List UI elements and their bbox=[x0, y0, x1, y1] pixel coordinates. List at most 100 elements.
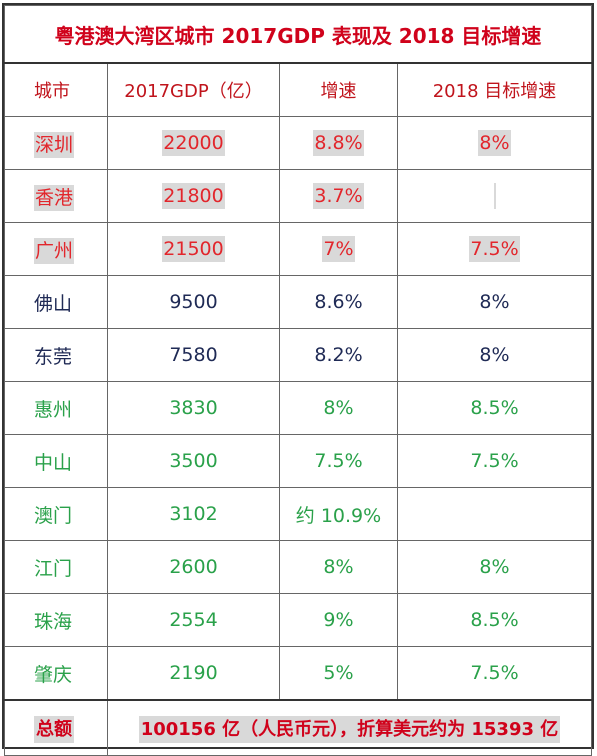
table-row: 深圳 22000 8.8% 8% bbox=[4, 116, 592, 170]
target-cell-text bbox=[493, 183, 496, 209]
city-cell: 香港 bbox=[4, 169, 108, 223]
target-cell: 7.5% bbox=[397, 434, 592, 488]
city-cell: 肇庆 bbox=[4, 646, 108, 701]
growth-cell-text: 8.8% bbox=[313, 130, 364, 156]
growth-cell-text: 8% bbox=[323, 556, 354, 578]
table-row: 珠海 2554 9% 8.5% bbox=[4, 593, 592, 647]
growth-cell: 7.5% bbox=[279, 434, 398, 488]
table-row: 东莞 7580 8.2% 8% bbox=[4, 328, 592, 382]
city-cell-text: 东莞 bbox=[34, 345, 73, 368]
city-cell-text: 江门 bbox=[34, 557, 73, 580]
gdp-cell: 3500 bbox=[107, 434, 280, 488]
city-cell: 珠海 bbox=[4, 593, 108, 647]
header-target: 2018 目标增速 bbox=[397, 62, 592, 117]
target-cell bbox=[397, 487, 592, 541]
target-cell: 8% bbox=[397, 540, 592, 594]
growth-cell-text: 3.7% bbox=[313, 183, 364, 209]
gdp-cell: 2554 bbox=[107, 593, 280, 647]
target-cell-text: 7.5% bbox=[470, 662, 519, 684]
header-growth: 增速 bbox=[279, 62, 398, 117]
header-gdp: 2017GDP（亿） bbox=[107, 62, 280, 117]
gdp-cell: 21800 bbox=[107, 169, 280, 223]
title-row: 粤港澳大湾区城市 2017GDP 表现及 2018 目标增速 bbox=[4, 5, 592, 64]
growth-cell-text: 9% bbox=[323, 609, 354, 631]
gdp-table: 粤港澳大湾区城市 2017GDP 表现及 2018 目标增速 城市 2017GD… bbox=[4, 5, 592, 756]
city-cell: 东莞 bbox=[4, 328, 108, 382]
growth-cell: 7% bbox=[279, 222, 398, 276]
city-cell-text: 中山 bbox=[34, 451, 73, 474]
gdp-cell-text: 2600 bbox=[169, 556, 218, 578]
total-label: 总额 bbox=[34, 716, 74, 743]
growth-cell: 9% bbox=[279, 593, 398, 647]
growth-cell: 8% bbox=[279, 381, 398, 435]
table-row: 广州 21500 7% 7.5% bbox=[4, 222, 592, 276]
target-cell-text: 7.5% bbox=[469, 236, 520, 262]
gdp-cell: 7580 bbox=[107, 328, 280, 382]
target-cell-text: 8% bbox=[478, 130, 511, 156]
growth-cell-text: 7.5% bbox=[314, 450, 363, 472]
gdp-cell: 21500 bbox=[107, 222, 280, 276]
gdp-cell-text: 22000 bbox=[162, 130, 225, 156]
gdp-cell-text: 21500 bbox=[162, 236, 225, 262]
table-row: 澳门 3102 约 10.9% bbox=[4, 487, 592, 541]
city-cell: 中山 bbox=[4, 434, 108, 488]
city-cell-text: 广州 bbox=[34, 237, 75, 264]
table-row: 江门 2600 8% 8% bbox=[4, 540, 592, 594]
growth-cell-text: 8% bbox=[323, 397, 354, 419]
city-cell: 惠州 bbox=[4, 381, 108, 435]
gdp-cell-text: 21800 bbox=[162, 183, 225, 209]
target-cell: 8% bbox=[397, 275, 592, 329]
gdp-table-container: 粤港澳大湾区城市 2017GDP 表现及 2018 目标增速 城市 2017GD… bbox=[2, 3, 594, 756]
growth-cell: 约 10.9% bbox=[279, 487, 398, 541]
target-cell: 8% bbox=[397, 328, 592, 382]
gdp-cell: 3102 bbox=[107, 487, 280, 541]
gdp-cell: 3830 bbox=[107, 381, 280, 435]
target-cell: 8.5% bbox=[397, 381, 592, 435]
target-cell-text: 8% bbox=[479, 344, 510, 366]
city-cell-text: 深圳 bbox=[34, 131, 75, 158]
gdp-cell-text: 7580 bbox=[169, 344, 218, 366]
city-cell-text: 澳门 bbox=[34, 504, 73, 527]
growth-cell-text: 8.2% bbox=[314, 344, 363, 366]
gdp-cell: 22000 bbox=[107, 116, 280, 170]
growth-cell: 8.2% bbox=[279, 328, 398, 382]
gdp-cell: 9500 bbox=[107, 275, 280, 329]
growth-cell: 8.8% bbox=[279, 116, 398, 170]
city-cell: 江门 bbox=[4, 540, 108, 594]
target-cell: 7.5% bbox=[397, 646, 592, 701]
table-title: 粤港澳大湾区城市 2017GDP 表现及 2018 目标增速 bbox=[4, 5, 592, 64]
city-cell-text: 佛山 bbox=[34, 292, 73, 315]
target-cell-text: 8% bbox=[479, 556, 510, 578]
city-cell-text: 香港 bbox=[34, 184, 75, 211]
growth-cell-text: 8.6% bbox=[314, 291, 363, 313]
growth-cell-text: 5% bbox=[323, 662, 354, 684]
city-cell-text: 珠海 bbox=[34, 610, 73, 633]
gdp-cell-text: 3102 bbox=[169, 503, 218, 525]
city-cell-text: 惠州 bbox=[34, 398, 73, 421]
table-row: 肇庆 2190 5% 7.5% bbox=[4, 646, 592, 701]
growth-cell: 8% bbox=[279, 540, 398, 594]
gdp-cell-text: 9500 bbox=[169, 291, 218, 313]
total-value: 100156 亿（人民币元），折算美元约为 15393 亿 bbox=[138, 716, 561, 743]
target-cell-text: 8% bbox=[479, 291, 510, 313]
growth-cell: 8.6% bbox=[279, 275, 398, 329]
total-value-cell: 100156 亿（人民币元），折算美元约为 15393 亿 bbox=[107, 699, 592, 756]
header-row: 城市 2017GDP（亿） 增速 2018 目标增速 bbox=[4, 62, 592, 117]
city-cell-text: 肇庆 bbox=[34, 663, 73, 686]
gdp-cell-text: 3830 bbox=[169, 397, 218, 419]
total-row: 总额 100156 亿（人民币元），折算美元约为 15393 亿 bbox=[4, 699, 592, 756]
city-cell: 广州 bbox=[4, 222, 108, 276]
header-city: 城市 bbox=[4, 62, 108, 117]
city-cell: 澳门 bbox=[4, 487, 108, 541]
table-row: 香港 21800 3.7% bbox=[4, 169, 592, 223]
table-row: 佛山 9500 8.6% 8% bbox=[4, 275, 592, 329]
gdp-cell-text: 3500 bbox=[169, 450, 218, 472]
growth-cell-text: 约 10.9% bbox=[295, 504, 382, 527]
gdp-cell: 2600 bbox=[107, 540, 280, 594]
target-cell: 7.5% bbox=[397, 222, 592, 276]
city-cell: 深圳 bbox=[4, 116, 108, 170]
gdp-cell: 2190 bbox=[107, 646, 280, 701]
growth-cell: 3.7% bbox=[279, 169, 398, 223]
gdp-cell-text: 2190 bbox=[169, 662, 218, 684]
growth-cell-text: 7% bbox=[322, 236, 355, 262]
